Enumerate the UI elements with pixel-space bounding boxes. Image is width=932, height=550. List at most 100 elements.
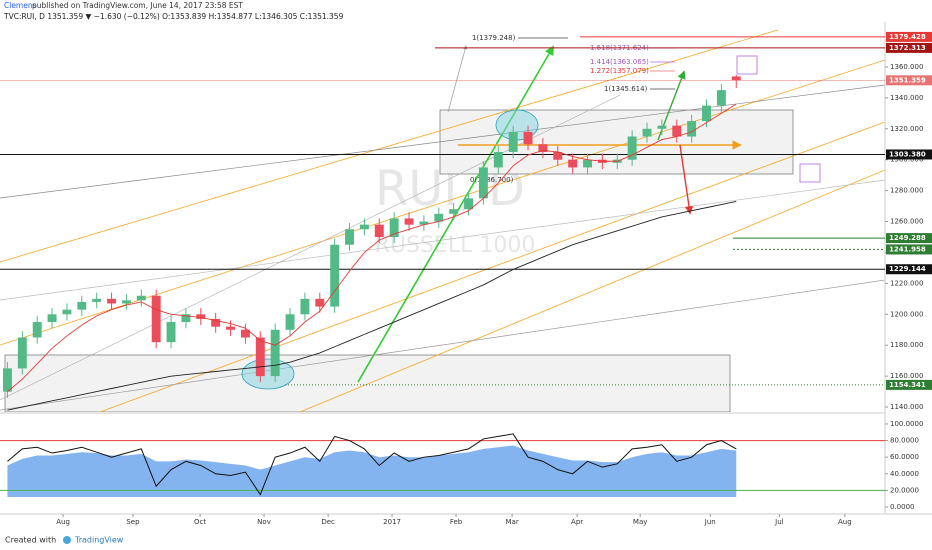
y-tick-label: 100.0000 <box>890 420 923 428</box>
level-label-bg <box>886 31 932 42</box>
footer-created: Created with <box>5 536 56 545</box>
watermark-name: RUSSELL 1000 <box>375 233 536 258</box>
candle-body <box>419 221 429 225</box>
candle-body <box>255 337 265 377</box>
moving-average <box>7 201 737 411</box>
x-tick-label: Nov <box>257 518 271 526</box>
candle-body <box>92 298 102 302</box>
level-label: 1229.144 <box>889 265 926 273</box>
green-arrow <box>357 45 554 383</box>
x-tick-label: Mar <box>506 518 519 526</box>
y-tick-label: 80.0000 <box>890 437 919 445</box>
level-label-bg <box>886 264 932 275</box>
symbol-line: TVC:RUI, D 1351.359 ▼ −1.630 (−0.12%) O:… <box>3 12 344 21</box>
candle-body <box>642 128 652 137</box>
trend-line <box>0 279 885 411</box>
candle-body <box>345 229 354 245</box>
y-tick-label: 1320.000 <box>890 125 923 133</box>
channel-line <box>0 30 780 263</box>
candle-body <box>300 298 310 315</box>
candle-body <box>657 125 667 129</box>
candle-body <box>583 159 592 168</box>
level-label: 1154.341 <box>889 381 926 389</box>
level-label: 1249.288 <box>889 234 926 242</box>
x-tick-label: Feb <box>450 518 463 526</box>
candle-body <box>538 144 548 152</box>
candle-body <box>315 298 325 307</box>
fib-label: 1.414(1363.065) <box>590 58 649 66</box>
moving-average <box>7 103 737 392</box>
y-tick-label: 1300.000 <box>890 156 923 164</box>
fib-label: 1.272(1357.079) <box>590 67 649 75</box>
candle-body <box>449 209 459 214</box>
y-tick-label: 1340.000 <box>890 94 923 102</box>
y-tick-label: 1180.000 <box>890 341 923 349</box>
target-box <box>799 163 821 183</box>
candle-body <box>32 322 42 338</box>
trend-line <box>0 84 885 199</box>
target-box <box>736 55 758 75</box>
candle-body <box>434 213 444 222</box>
candle-body <box>330 244 340 307</box>
candle-body <box>121 300 131 304</box>
candle-body <box>226 326 236 330</box>
candle-body <box>731 76 741 81</box>
highlight <box>241 358 295 390</box>
x-tick-label: Aug <box>838 518 852 526</box>
fib-label: 1(1345.614) <box>604 85 648 93</box>
y-tick-label: 1280.000 <box>890 187 923 195</box>
x-tick-label: May <box>633 518 647 526</box>
y-tick-label: 1200.000 <box>890 310 923 318</box>
y-tick-label: 1140.000 <box>890 403 923 411</box>
candle-body <box>687 121 697 137</box>
logo <box>63 536 71 544</box>
candle-body <box>374 224 384 238</box>
author: Clemens <box>4 1 37 10</box>
candle-body <box>359 224 369 230</box>
x-tick-label: Dec <box>321 518 335 526</box>
candle-body <box>702 105 711 122</box>
candle-body <box>478 167 488 199</box>
candle-body <box>493 151 503 168</box>
level-label: 1372.313 <box>889 44 926 52</box>
footer-brand: TradingView <box>74 536 124 545</box>
candle-body <box>107 298 117 304</box>
candle-body <box>568 159 578 168</box>
channel-line <box>99 121 885 412</box>
range-box <box>4 354 731 412</box>
candle-body <box>17 337 27 369</box>
y-tick-label: 20.0000 <box>890 486 919 494</box>
candle-body <box>716 90 726 106</box>
candle-body <box>181 314 191 323</box>
level-label-bg <box>886 244 932 255</box>
candle-body <box>136 295 146 301</box>
channel-line <box>299 169 885 412</box>
x-tick-label: Aug <box>56 518 70 526</box>
candle-body <box>553 151 563 160</box>
channel-line <box>0 59 885 346</box>
level-label-bg <box>886 379 932 390</box>
indicator-area <box>7 445 737 497</box>
level-label-bg <box>886 149 932 160</box>
candle-body <box>2 368 12 392</box>
x-tick-label: Oct <box>194 518 206 526</box>
level-label: 1303.380 <box>889 150 926 158</box>
y-tick-label: 1360.000 <box>890 63 923 71</box>
candle-body <box>166 322 176 343</box>
candle-body <box>508 131 518 152</box>
y-tick-label: 40.0000 <box>890 470 919 478</box>
candle-body <box>62 309 72 315</box>
candle-body <box>672 125 682 137</box>
y-tick-label: 1260.000 <box>890 218 923 226</box>
level-label: 1351.359 <box>889 76 926 84</box>
trend-line <box>0 179 885 301</box>
published: published on TradingView.com, June 14, 2… <box>32 1 243 10</box>
x-tick-label: Sep <box>126 518 140 526</box>
x-tick-label: Jun <box>704 518 716 526</box>
candle-body <box>211 318 221 327</box>
level-label: 1379.428 <box>889 33 926 41</box>
gray-arrow <box>447 45 468 113</box>
x-tick-label: 2017 <box>383 518 401 526</box>
y-tick-label: 1220.000 <box>890 279 923 287</box>
